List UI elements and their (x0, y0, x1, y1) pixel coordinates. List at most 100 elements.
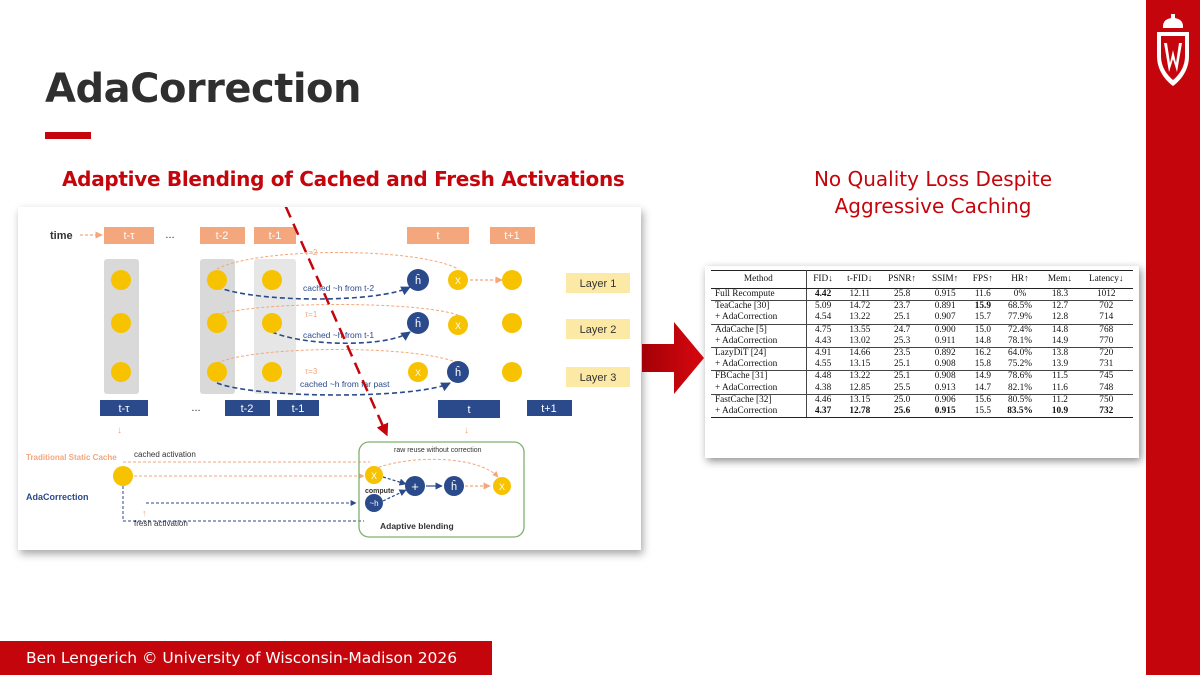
cached-activation-label: cached activation (134, 450, 196, 459)
node-l1-t-1 (262, 270, 282, 290)
table-cell: 23.7 (880, 300, 925, 313)
table-cell: 5.09 (806, 300, 840, 313)
table-cell: 0.891 (924, 300, 967, 313)
layer-2-box (566, 319, 630, 339)
table-cell-method: + AdaCorrection (711, 335, 807, 348)
right-arrow-icon (642, 322, 704, 394)
table-cell: 24.7 (880, 323, 925, 336)
fresh-arrow-icon: ↑ (142, 508, 147, 518)
table-row: LazyDiT [24] 4.91 14.66 23.5 0.892 16.2 64.0% 1… (711, 347, 1133, 360)
step-box-t (407, 227, 469, 244)
step-label-t-1: t-1 (269, 230, 282, 242)
table-row: + AdaCorrection 4.37 12.78 25.6 0.915 15.5 83.… (711, 406, 1133, 419)
table-cell: 0% (1013, 289, 1027, 299)
adaptive-blending-label: Adaptive blending (380, 521, 454, 531)
red-dashed-arrow (284, 207, 389, 437)
raw-reuse-label: raw reuse without correction (394, 447, 482, 454)
table-cell: 4.91 (806, 347, 840, 360)
table-cell: 25.3 (893, 335, 911, 346)
table-cell: 15.8 (974, 359, 991, 370)
cache-label-2: cached ~h from t-1 (303, 330, 374, 340)
table-cell: 0.908 (934, 359, 956, 370)
time-label: time (50, 230, 73, 242)
table-cell: 11.6 (1052, 382, 1068, 393)
node-l2-x-label: X (455, 321, 461, 331)
table-cell: 15.0 (966, 323, 1000, 336)
node-l1-h-label: ĥ (415, 274, 421, 287)
table-cell: 25.1 (893, 359, 911, 370)
step-label-t-tau: t-τ (123, 230, 135, 242)
bold-value: 83.5% (1007, 406, 1033, 417)
bold-value: 4.42 (814, 289, 832, 299)
node-l2-x (448, 315, 468, 335)
table-row: FastCache [32] 4.46 13.15 25.0 0.906 15.6 80.5… (711, 393, 1133, 407)
table-cell: 15.9 (966, 300, 1000, 313)
table-cell: 14.9 (966, 370, 1000, 383)
table-cell: 15.7 (974, 312, 991, 323)
header-latency: Latency↓ (1079, 270, 1133, 289)
bottom-step-label-t-plus-1: t+1 (541, 403, 557, 415)
bold-value: 12.78 (849, 406, 871, 417)
table-cell: 750 (1079, 393, 1133, 407)
traditional-cache-label: Traditional Static Cache (26, 453, 117, 462)
node-l3-t-1 (262, 362, 282, 382)
bold-value: 15.9 (974, 301, 991, 312)
blend-x-node (365, 466, 383, 484)
node-l2-t-plus-1 (502, 313, 522, 333)
table-cell: 0.900 (924, 323, 967, 336)
table-cell-method: Full Recompute (711, 288, 807, 301)
node-l3-x-label: X (415, 368, 421, 378)
header-fps: FPS↑ (966, 270, 1000, 289)
table-cell: 14.8 (1040, 323, 1080, 336)
table-cell: 11.6 (974, 289, 991, 299)
node-l2-t-2 (207, 313, 227, 333)
table-cell: 25.8 (893, 289, 911, 299)
bottom-step-label-t-2: t-2 (241, 403, 254, 415)
table-cell-method: LazyDiT [24] (711, 347, 807, 360)
bold-value: 10.9 (1051, 406, 1069, 417)
node-l3-t-2 (207, 362, 227, 382)
header-method: Method (711, 270, 807, 289)
table-cell: 75.2% (1008, 359, 1033, 370)
table-cell: 13.15 (839, 393, 881, 407)
node-l1-t-plus-1 (502, 270, 522, 290)
header-fid: FID↓ (806, 270, 840, 289)
header-mem: Mem↓ (1040, 270, 1080, 289)
table-cell: 4.48 (806, 370, 840, 383)
brand-sidebar (1146, 0, 1200, 675)
table-cell: 13.02 (849, 335, 871, 346)
tau-label-1: τ=2 (305, 248, 318, 257)
table-cell: 18.3 (1051, 289, 1069, 299)
header-hr: HR↑ (999, 270, 1041, 289)
step-box-t-plus-1 (490, 227, 535, 244)
tau-label-2: τ=1 (305, 310, 318, 319)
table-cell-method: + AdaCorrection (711, 406, 807, 419)
table-header-row: Method FID↓ t-FID↓ PSNR↑ SSIM↑ FPS↑ HR↑ … (711, 270, 1133, 289)
cache-label-3: cached ~h from far past (300, 379, 390, 389)
table-cell: 12.7 (1040, 300, 1080, 313)
plus-node (405, 476, 425, 496)
table-row: FBCache [31] 4.48 13.22 25.1 0.908 14.9 78.6% 1… (711, 370, 1133, 383)
step-box-t-2 (200, 227, 245, 244)
table-cell: 13.9 (1051, 359, 1069, 370)
table-cell-method: FastCache [32] (711, 393, 807, 407)
step-label-t-2: t-2 (216, 230, 229, 242)
results-table-card: Method FID↓ t-FID↓ PSNR↑ SSIM↑ FPS↑ HR↑ … (705, 266, 1139, 458)
table-cell: 12.8 (1051, 312, 1069, 323)
table-cell: 12.78 (839, 406, 881, 419)
table-body: Full Recompute 4.42 12.11 25.8 0.915 11.6 0% 18… (711, 288, 1133, 419)
table-cell: 25.1 (893, 312, 911, 323)
table-cell: 78.6% (999, 370, 1041, 383)
tagline-line-1: No Quality Loss Despite (813, 167, 1053, 191)
bold-value: 4.37 (814, 406, 832, 417)
table-row: + AdaCorrection 4.54 13.22 25.1 0.907 15.7 77.… (711, 312, 1133, 325)
node-l1-t-2 (207, 270, 227, 290)
table-cell: 731 (1099, 359, 1114, 370)
header-psnr: PSNR↑ (880, 270, 925, 289)
table-row: Full Recompute 4.42 12.11 25.8 0.915 11.6 0% 18… (711, 288, 1133, 301)
step-box-t-1 (254, 227, 296, 244)
node-l2-h-label: ĥ (415, 317, 421, 330)
table-cell: 13.8 (1040, 347, 1080, 360)
down-arrow-1: ↓ (117, 425, 122, 436)
table-cell: 10.9 (1040, 406, 1080, 419)
